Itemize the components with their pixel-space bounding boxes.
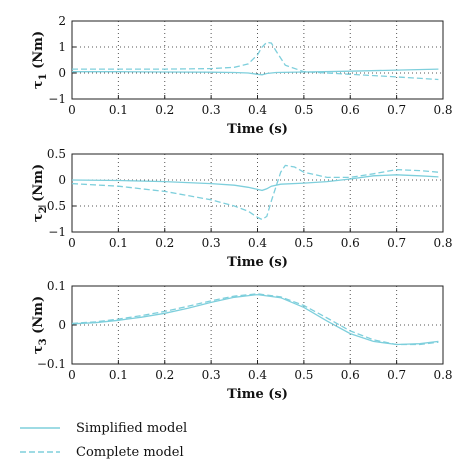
y-tick-label: −1 (48, 225, 66, 239)
legend-label: Complete model (76, 445, 184, 460)
y-tick-label: 0 (58, 173, 66, 187)
series-line-complete-model (71, 164, 439, 221)
y-axis-label-symbol: τ (31, 80, 46, 89)
chart-panel-2: 0 0.1 0.2 0.3 0.4 0.5 0.6 0.7 0.8 −1 −0.5 0 0.5 Time … (31, 147, 453, 270)
x-tick-label: 0 (68, 236, 76, 250)
y-axis-label-symbol: τ (31, 345, 46, 354)
x-tick-label: 0.3 (202, 368, 221, 382)
plot-frame (71, 153, 444, 233)
x-tick-label: 0.6 (341, 368, 360, 382)
x-axis-label: Time (s) (227, 387, 288, 402)
x-tick-label: 0.7 (387, 103, 406, 117)
y-axis-label-subscript: 3 (38, 338, 49, 345)
x-tick-label: 0.4 (248, 368, 267, 382)
y-axis-label-unit: (Nm) (31, 31, 46, 73)
x-tick-label: 0.4 (248, 236, 267, 250)
plot-frame (71, 285, 444, 365)
y-axis-label-subscript: 1 (38, 73, 49, 80)
x-tick-label: 0.8 (433, 103, 452, 117)
series-line-simplified-model (72, 68, 439, 76)
x-tick-label: 0.1 (109, 368, 128, 382)
plot-frame (71, 20, 444, 100)
legend-label: Simplified model (76, 421, 187, 436)
x-tick-label: 0 (68, 103, 76, 117)
y-axis-label: τ2 (Nm) (31, 164, 49, 222)
x-tick-label: 0 (68, 368, 76, 382)
y-tick-label: −0.5 (37, 199, 66, 213)
y-tick-label: −0.1 (37, 357, 66, 371)
x-tick-label: 0.5 (294, 236, 313, 250)
x-tick-label: 0.5 (294, 103, 313, 117)
series-line-complete-model (72, 41, 439, 81)
x-tick-label: 0.2 (155, 368, 174, 382)
x-tick-label: 0.8 (433, 368, 452, 382)
y-tick-label: 1 (58, 40, 66, 54)
y-tick-label: 0.1 (47, 279, 66, 293)
y-axis-label: τ1 (Nm) (31, 31, 49, 89)
y-axis-label: τ3 (Nm) (31, 296, 49, 354)
y-tick-label: 0 (58, 66, 66, 80)
legend: Simplified model Complete model (20, 421, 187, 460)
y-axis-label-symbol: τ (31, 213, 46, 222)
x-tick-label: 0.4 (248, 103, 267, 117)
x-tick-label: 0.2 (155, 103, 174, 117)
x-axis-label: Time (s) (227, 122, 288, 137)
x-tick-label: 0.1 (109, 103, 128, 117)
x-axis-label: Time (s) (227, 255, 288, 270)
x-tick-label: 0.2 (155, 236, 174, 250)
x-tick-label: 0.7 (387, 368, 406, 382)
x-tick-label: 0.1 (109, 236, 128, 250)
x-tick-label: 0.7 (387, 236, 406, 250)
x-tick-label: 0.6 (341, 236, 360, 250)
y-tick-label: −1 (48, 92, 66, 106)
series-line-simplified-model (71, 293, 439, 346)
x-tick-label: 0.3 (202, 236, 221, 250)
y-tick-label: 0 (58, 318, 66, 332)
y-axis-label-unit: (Nm) (31, 164, 46, 206)
y-tick-label: 2 (58, 14, 66, 28)
y-axis-label-subscript: 2 (38, 206, 49, 213)
x-tick-label: 0.3 (202, 103, 221, 117)
x-tick-label: 0.8 (433, 236, 452, 250)
y-axis-label-unit: (Nm) (31, 296, 46, 338)
series-line-simplified-model (71, 174, 439, 192)
y-tick-label: 0.5 (47, 147, 66, 161)
x-tick-label: 0.6 (341, 103, 360, 117)
x-tick-label: 0.5 (294, 368, 313, 382)
